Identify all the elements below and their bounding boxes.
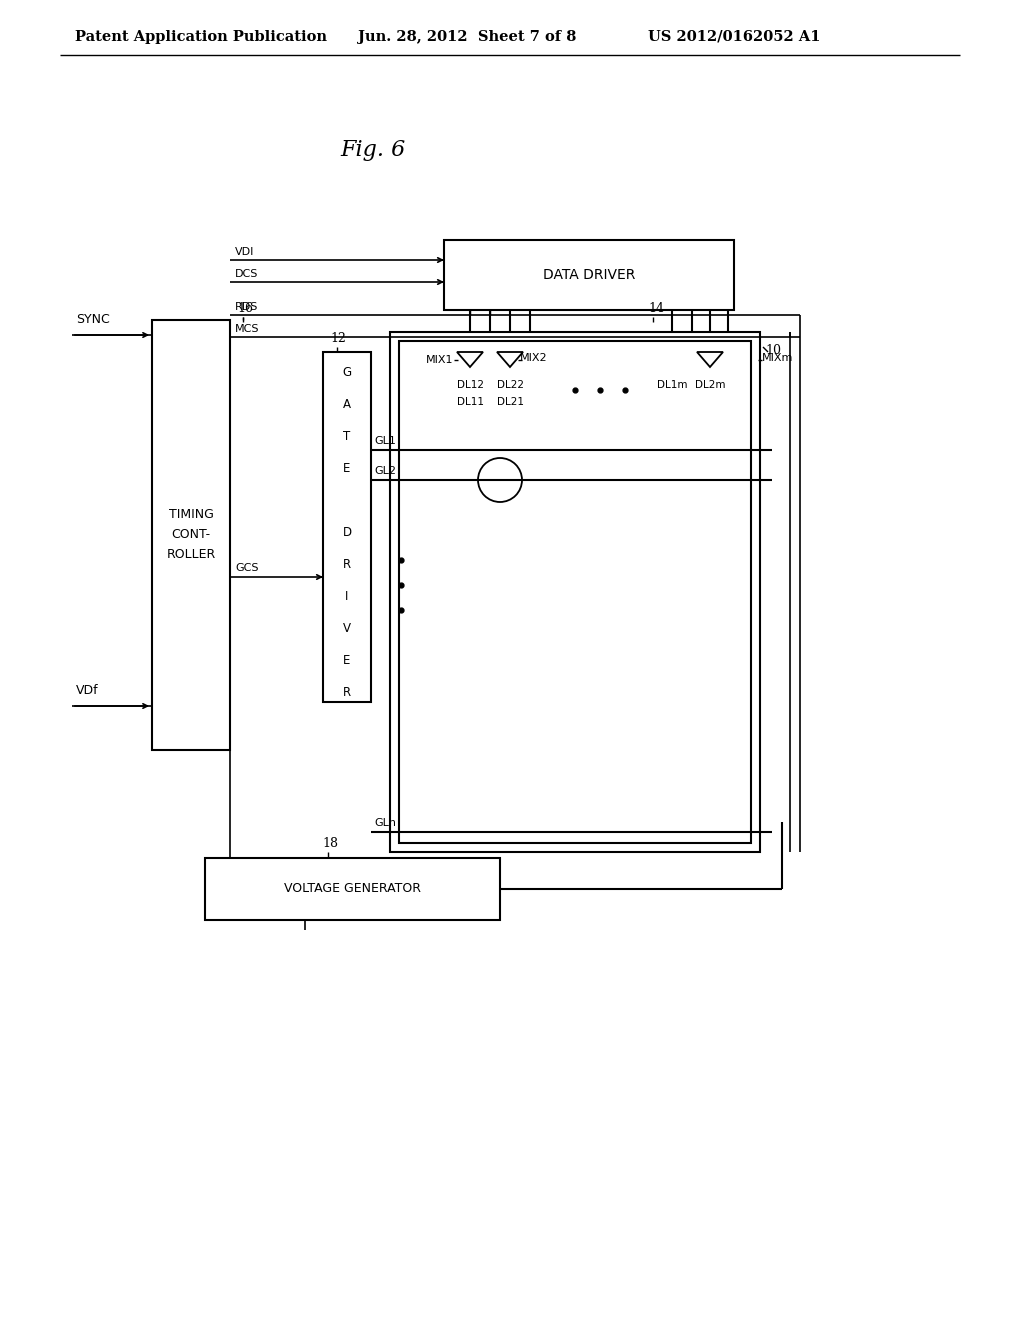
Text: GCS: GCS [234,564,258,573]
Text: DL12: DL12 [457,380,483,389]
Text: MCS: MCS [234,323,259,334]
Bar [323,352,371,702]
Polygon shape [497,352,523,367]
Text: V: V [343,622,351,635]
Bar [390,333,760,851]
Bar [152,319,230,750]
Text: Jun. 28, 2012  Sheet 7 of 8: Jun. 28, 2012 Sheet 7 of 8 [358,30,577,44]
Text: I: I [345,590,349,602]
Text: Fig. 6: Fig. 6 [340,139,406,161]
Text: T: T [343,429,350,442]
Text: E: E [343,653,350,667]
Text: ROLLER: ROLLER [166,549,216,561]
Text: DATA DRIVER: DATA DRIVER [543,268,635,282]
Text: GL2: GL2 [374,466,396,477]
Text: 12: 12 [330,333,346,345]
Text: D: D [342,525,351,539]
Text: 16: 16 [237,302,253,315]
Text: DL22: DL22 [497,380,523,389]
Text: DL1m: DL1m [656,380,687,389]
Bar [205,858,500,920]
Text: VDI: VDI [234,247,254,257]
Text: US 2012/0162052 A1: US 2012/0162052 A1 [648,30,820,44]
Text: DL11: DL11 [457,397,483,407]
Text: R: R [343,685,351,698]
Text: Patent Application Publication: Patent Application Publication [75,30,327,44]
Text: GL1: GL1 [374,436,396,446]
Bar [399,341,751,843]
Text: GLn: GLn [374,818,396,828]
Text: G: G [342,366,351,379]
Text: SYNC: SYNC [76,313,110,326]
Text: DCS: DCS [234,269,258,279]
Text: CONT-: CONT- [171,528,211,541]
Polygon shape [457,352,483,367]
Bar [444,240,734,310]
Text: TIMING: TIMING [169,508,213,521]
Text: MIXm: MIXm [762,352,794,363]
Text: 18: 18 [322,837,338,850]
Text: MIX1: MIX1 [426,355,453,366]
Text: MIX2: MIX2 [520,352,548,363]
Text: 14: 14 [648,302,664,315]
Text: VOLTAGE GENERATOR: VOLTAGE GENERATOR [284,883,421,895]
Text: E: E [343,462,350,474]
Polygon shape [697,352,723,367]
Text: A: A [343,397,351,411]
Text: RDS: RDS [234,302,258,312]
Text: R: R [343,557,351,570]
Text: DL21: DL21 [497,397,523,407]
Text: 10: 10 [765,343,781,356]
Text: DL2m: DL2m [694,380,725,389]
Text: VDf: VDf [76,684,98,697]
